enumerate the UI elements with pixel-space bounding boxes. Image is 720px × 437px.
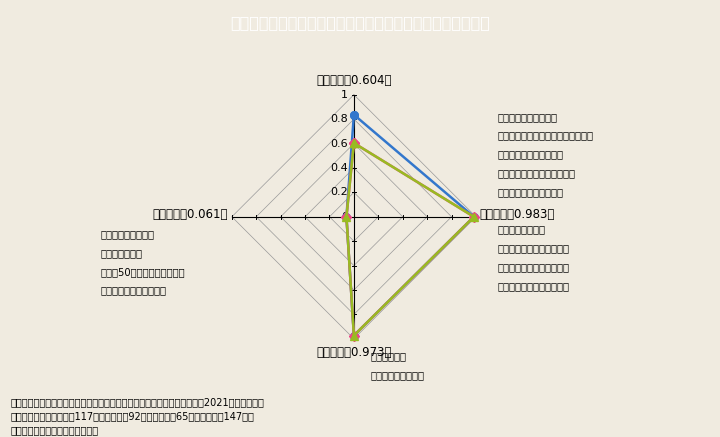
Text: ０が完全不平等，１が完全平等: ０が完全不平等，１が完全平等 — [11, 425, 99, 435]
Text: 0: 0 — [341, 212, 348, 222]
Text: 健康分野（0.973）: 健康分野（0.973） — [316, 346, 392, 359]
Text: ・管理的職業従事者の男女比: ・管理的職業従事者の男女比 — [498, 168, 576, 178]
Text: ・初等教育就学率の男女比: ・初等教育就学率の男女比 — [498, 243, 570, 253]
Text: ・同一労働における賃金の男女格差: ・同一労働における賃金の男女格差 — [498, 131, 594, 141]
Text: ・閣僚の男女比: ・閣僚の男女比 — [100, 248, 142, 258]
Text: 教育分野（0.983）: 教育分野（0.983） — [480, 208, 555, 221]
Text: ・中等教育就学率の男女比: ・中等教育就学率の男女比 — [498, 262, 570, 272]
Text: 1: 1 — [341, 90, 348, 100]
Text: 政治分野（0.061）: 政治分野（0.061） — [153, 208, 228, 221]
Text: ・専門・技術者の男女比: ・専門・技術者の男女比 — [498, 187, 564, 198]
Text: Ｉ－１－１３図　各分野におけるジェンダー・ギャップ指数: Ｉ－１－１３図 各分野におけるジェンダー・ギャップ指数 — [230, 15, 490, 31]
Text: 経済分野（0.604）: 経済分野（0.604） — [316, 74, 392, 87]
Text: （備考）世界経済フォーラム「グローバル・ジェンダー・ギャップ報告書2021」より作成。: （備考）世界経済フォーラム「グローバル・ジェンダー・ギャップ報告書2021」より… — [11, 397, 265, 407]
Text: ・国会議員の男女比: ・国会議員の男女比 — [100, 229, 154, 239]
Text: ・最近50年における行政府の: ・最近50年における行政府の — [100, 267, 184, 277]
Text: ・健康寿命の男女比: ・健康寿命の男女比 — [371, 370, 425, 380]
Text: 0.6: 0.6 — [330, 139, 348, 149]
Text: 0.4: 0.4 — [330, 163, 348, 173]
Text: ・推定勤労所得の男女比: ・推定勤労所得の男女比 — [498, 149, 564, 160]
Text: 分野別の順位：経済（117位），教育（92位），健康（65位），政治（147位）: 分野別の順位：経済（117位），教育（92位），健康（65位），政治（147位） — [11, 411, 255, 421]
Text: ・高等教育就学率の男女比: ・高等教育就学率の男女比 — [498, 281, 570, 291]
Text: 0.8: 0.8 — [330, 114, 348, 124]
Text: ・出生児性比: ・出生児性比 — [371, 351, 407, 361]
Text: ・労働参加率の男女比: ・労働参加率の男女比 — [498, 112, 558, 121]
Text: ・識字率の男女比: ・識字率の男女比 — [498, 224, 546, 234]
Text: 0.2: 0.2 — [330, 187, 348, 198]
Text: 長の在任年数の男女比: 長の在任年数の男女比 — [100, 286, 166, 295]
